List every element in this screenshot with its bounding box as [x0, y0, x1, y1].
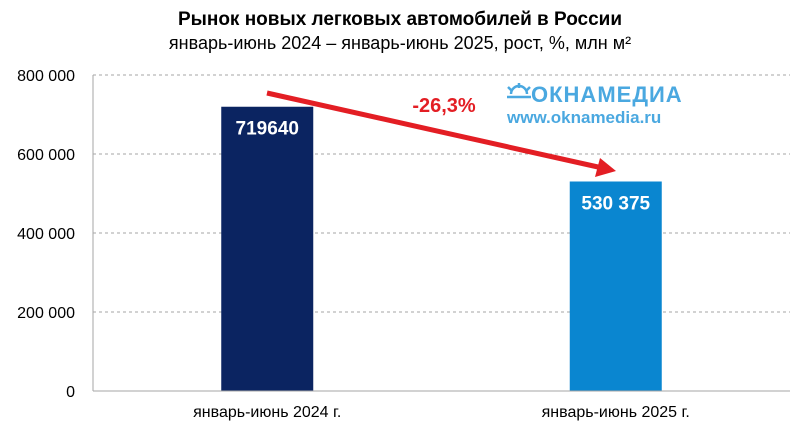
- watermark-url: www.oknamedia.ru: [506, 108, 661, 127]
- watermark: ОКНАМЕДИА www.oknamedia.ru: [506, 82, 683, 127]
- bar: [221, 106, 314, 392]
- gridlines: [93, 74, 790, 313]
- y-tick-label: 400 000: [17, 226, 75, 243]
- sun-icon: [507, 83, 531, 99]
- chart-title: Рынок новых легковых автомобилей в Росси…: [178, 9, 622, 30]
- watermark-logo: ОКНАМЕДИА: [531, 82, 683, 107]
- arrow-head: [595, 158, 616, 177]
- y-tick-label: 200 000: [17, 305, 75, 322]
- bar: [569, 181, 662, 391]
- x-tick-label: январь-июнь 2025 г.: [542, 404, 690, 421]
- data-label: 719640: [236, 119, 299, 140]
- bars: 719640 530 375: [221, 106, 662, 392]
- y-tick-label: 800 000: [17, 68, 75, 85]
- change-label: -26,3%: [412, 95, 476, 117]
- change-annotation: -26,3%: [266, 90, 616, 177]
- y-axis: 0 200 000 400 000 600 000 800 000: [17, 68, 94, 401]
- x-axis: январь-июнь 2024 г. январь-июнь 2025 г.: [93, 390, 790, 421]
- x-tick-label: январь-июнь 2024 г.: [193, 404, 341, 421]
- y-tick-label: 600 000: [17, 147, 75, 164]
- data-label: 530 375: [581, 194, 650, 215]
- chart-subtitle: январь-июнь 2024 – январь-июнь 2025, рос…: [169, 33, 631, 53]
- trend-arrow: [266, 90, 599, 170]
- y-tick-label: 0: [66, 384, 75, 401]
